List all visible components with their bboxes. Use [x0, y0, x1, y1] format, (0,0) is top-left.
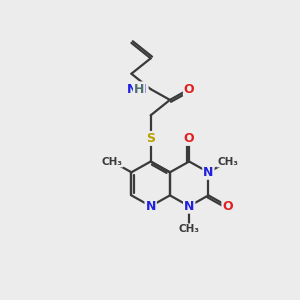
Text: O: O — [184, 82, 194, 96]
Text: CH₃: CH₃ — [217, 157, 238, 166]
Text: CH₃: CH₃ — [102, 157, 123, 166]
Text: O: O — [184, 132, 194, 145]
Text: O: O — [222, 200, 233, 213]
Text: S: S — [146, 132, 155, 145]
Text: N: N — [184, 200, 194, 213]
Text: N: N — [203, 166, 214, 179]
Text: NH: NH — [127, 82, 148, 96]
Text: CH₃: CH₃ — [179, 224, 200, 234]
Text: H: H — [134, 82, 144, 96]
Text: N: N — [146, 200, 156, 213]
